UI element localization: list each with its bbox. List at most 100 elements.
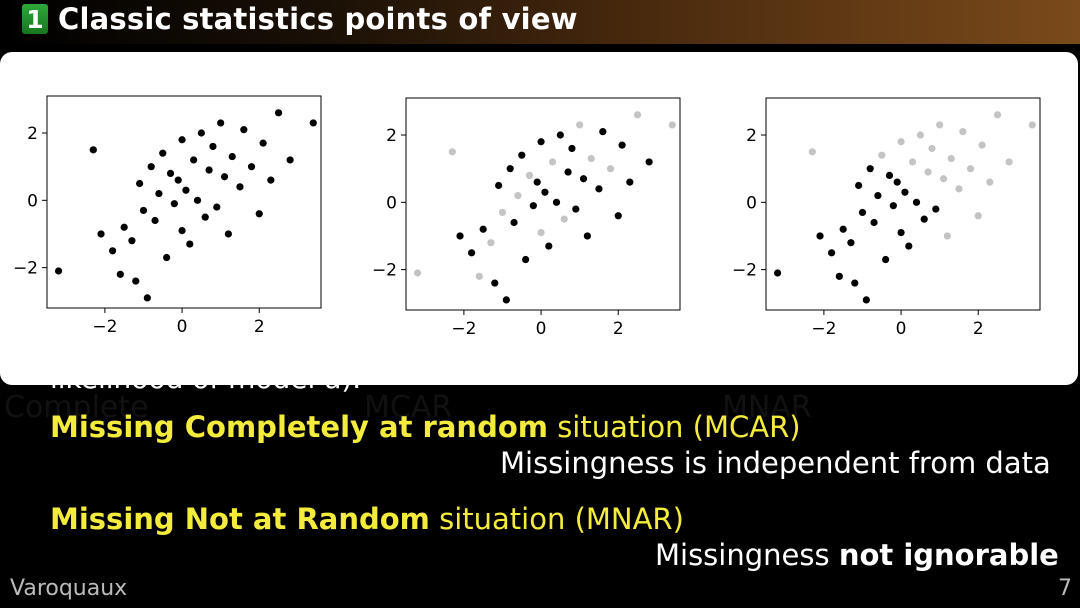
scatter-point — [947, 154, 955, 163]
scatter-point — [506, 165, 514, 173]
scatter-point — [552, 198, 561, 206]
scatter-point — [178, 227, 186, 235]
scatter-point — [537, 138, 545, 146]
scatter-plots-figure: −2 −2 0 0 2 2 −2 −2 0 0 2 2 −2 −2 0 0 2 2 — [13, 95, 1041, 339]
scatter-point — [920, 215, 928, 223]
x-tick-label: 2 — [613, 319, 624, 339]
scatter-point — [514, 191, 522, 200]
scatter-point — [595, 185, 603, 193]
scatter-point — [556, 131, 564, 139]
scatter-point — [618, 141, 626, 149]
scatter-point — [897, 138, 905, 146]
scatter-point — [518, 151, 526, 159]
mnar-note: Missingness not ignorable — [655, 538, 1059, 572]
scatter-point — [54, 267, 63, 275]
scatter-point — [236, 183, 244, 191]
scatter-point — [855, 181, 863, 190]
y-tick-label: −2 — [732, 261, 757, 281]
scatter-point — [808, 148, 816, 156]
scatter-point — [847, 239, 855, 247]
scatter-point — [897, 229, 905, 237]
y-tick-label: −2 — [13, 259, 38, 279]
scatter-point — [190, 156, 198, 164]
x-tick-label: −2 — [92, 317, 117, 337]
scatter-point — [572, 205, 580, 213]
x-tick-label: 0 — [536, 319, 547, 339]
scatter-point — [668, 121, 676, 129]
scatter-point — [932, 205, 940, 213]
x-tick-label: 2 — [973, 319, 984, 339]
scatter-point — [163, 253, 171, 262]
scatter-point — [978, 141, 986, 149]
scatter-point — [116, 270, 124, 278]
scatter-point — [197, 129, 205, 137]
scatter-point — [170, 200, 178, 208]
scatter-point — [89, 146, 97, 154]
scatter-point — [885, 171, 894, 179]
scatter-point — [178, 136, 186, 144]
scatter-plot-mcar: −2 −2 0 0 2 2 — [372, 97, 681, 339]
scatter-point — [274, 109, 283, 117]
y-tick-label: 2 — [386, 126, 397, 146]
scatter-point — [606, 165, 615, 173]
scatter-point — [614, 212, 622, 220]
scatter-point — [456, 232, 464, 240]
scatter-point — [213, 203, 221, 211]
scatter-point — [139, 206, 148, 215]
scatter-point — [309, 119, 317, 127]
scatter-point — [974, 212, 982, 220]
scatter-point — [525, 171, 534, 179]
scatter-point — [240, 126, 248, 134]
scatter-point — [909, 158, 917, 166]
scatter-point — [495, 181, 503, 190]
scatter-point — [773, 269, 782, 277]
scatter-point — [560, 215, 568, 223]
mnar-term: Missing Not at Random — [50, 502, 430, 536]
scatter-point — [132, 277, 140, 285]
x-tick-label: 2 — [254, 317, 265, 337]
scatter-point — [993, 111, 1002, 119]
scatter-point — [893, 178, 901, 186]
y-tick-label: 0 — [27, 191, 38, 211]
scatter-point — [224, 230, 232, 238]
scatter-point — [193, 196, 202, 204]
scatter-point — [959, 128, 967, 136]
scatter-point — [943, 232, 951, 240]
scatter-point — [143, 294, 151, 302]
scatter-point — [205, 166, 213, 174]
scatter-point — [576, 121, 584, 129]
scatter-point — [905, 242, 913, 250]
plot-frame — [765, 97, 1041, 311]
scatter-point — [828, 249, 836, 257]
scatter-point — [939, 175, 948, 183]
scatter-point — [247, 163, 256, 171]
scatter-point — [475, 272, 483, 280]
scatter-point — [912, 198, 921, 206]
scatter-point — [136, 179, 144, 188]
scatter-point — [835, 272, 843, 280]
scatter-point — [587, 154, 595, 163]
mcar-note: Missingness is independent from data — [500, 446, 1051, 480]
scatter-point — [545, 242, 553, 250]
plot-frame — [405, 97, 681, 311]
y-tick-label: 2 — [27, 124, 38, 144]
scatter-point — [510, 218, 518, 227]
scatter-point — [413, 269, 422, 277]
scatter-point — [839, 225, 847, 233]
scatter-point — [936, 121, 944, 129]
section-number-badge: 1 — [22, 4, 48, 34]
y-tick-label: −2 — [372, 261, 397, 281]
scatter-point — [502, 296, 510, 304]
scatter-point — [533, 178, 541, 186]
scatter-point — [159, 149, 167, 157]
scatter-point — [228, 152, 236, 161]
scatter-point — [537, 229, 545, 237]
scatter-point — [866, 165, 874, 173]
scatter-point — [626, 178, 634, 186]
scatter-point — [174, 176, 182, 184]
scatter-point — [924, 168, 932, 176]
caption-mnar: MNAR — [722, 390, 812, 425]
scatter-plot-mnar: −2 −2 0 0 2 2 — [732, 97, 1041, 339]
scatter-point — [529, 202, 537, 210]
y-tick-label: 2 — [746, 126, 757, 146]
